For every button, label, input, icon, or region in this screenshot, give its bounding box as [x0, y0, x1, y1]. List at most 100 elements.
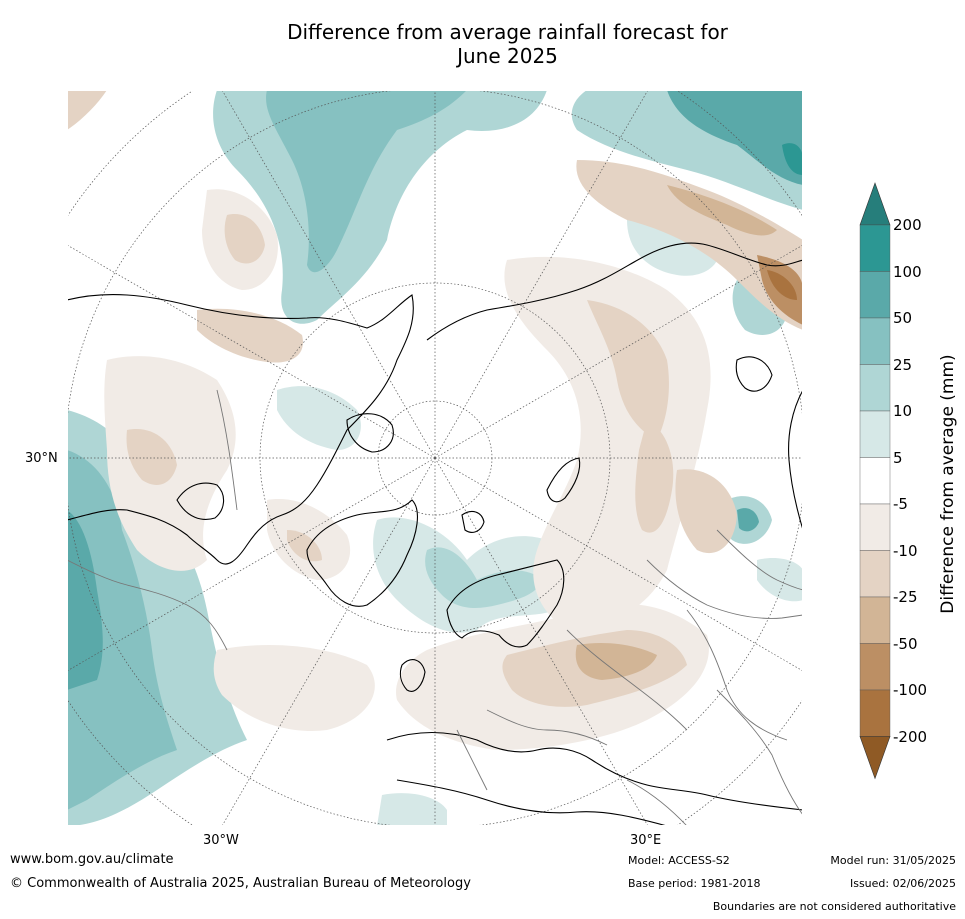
footer-copyright: © Commonwealth of Australia 2025, Austra… — [10, 876, 471, 891]
dry-region-canada-east-inner — [287, 530, 322, 562]
dry-region-ural — [635, 420, 674, 533]
colorbar-tick-label: -50 — [893, 634, 918, 653]
colorbar-tick-label: -200 — [893, 727, 928, 746]
lon-label-30w: 30°W — [203, 833, 239, 848]
colorbar-bands — [859, 182, 891, 780]
footer-disclaimer: Boundaries are not considered authoritat… — [712, 900, 956, 913]
coastline-kamchatka — [735, 356, 773, 392]
colorbar-tick-label: 5 — [893, 448, 903, 467]
meridian-60w — [67, 457, 436, 672]
chart-title: Difference from average rainfall forecas… — [0, 20, 965, 68]
boundary-us-canada — [67, 559, 228, 651]
colorbar-band — [859, 689, 891, 737]
meridian-30e — [434, 457, 649, 826]
coastline-uk — [399, 659, 426, 692]
meridian-120e — [434, 244, 803, 459]
coastline-svalbard — [461, 510, 485, 533]
boundary-russia-south — [646, 559, 803, 619]
dry-region-far-east-core — [767, 270, 797, 300]
dry-region-north-pacific-inner — [224, 214, 265, 264]
meridian-30w — [221, 457, 436, 826]
colorbar-tick-label: 50 — [893, 309, 913, 327]
colorbar-over-triangle — [859, 182, 891, 226]
coastline-greenland — [306, 499, 418, 607]
lat-label-30n: 30°N — [25, 451, 58, 466]
colorbar-tick-label: -100 — [893, 681, 928, 699]
dry-region-east-europe-south — [675, 469, 737, 554]
boundary-china-mongolia — [716, 529, 803, 591]
boundary-europe-central — [486, 709, 608, 746]
dry-region-atlantic — [213, 645, 375, 731]
boundary-middle-east — [626, 779, 688, 826]
meridian-150e — [434, 90, 649, 459]
colorbar-tick-label: 100 — [893, 262, 922, 281]
colorbar — [859, 182, 891, 780]
title-line-2: June 2025 — [457, 44, 558, 68]
meridian-150w — [221, 90, 436, 459]
boundary-russia-west — [566, 629, 688, 731]
country-boundaries — [67, 389, 803, 826]
title-line-1: Difference from average rainfall forecas… — [287, 20, 728, 44]
coastline-east-asia — [788, 389, 803, 531]
dry-region-eastern-siberia-inner — [667, 185, 777, 236]
wet-region-siberia-inner — [667, 90, 803, 185]
rainfall-map — [67, 90, 803, 826]
dry-region-europe-core — [575, 643, 657, 680]
coastline-hudson-bay — [176, 482, 225, 520]
footer-issued: Issued: 02/06/2025 — [849, 877, 956, 890]
colorbar-band — [859, 457, 891, 505]
wet-region-atlantic-south — [377, 793, 447, 826]
wet-region-arctic-strip — [277, 386, 361, 450]
map-frame — [67, 90, 803, 826]
coastline-siberia — [426, 242, 803, 341]
dry-region-alaska — [197, 308, 303, 363]
wet-region-siberia-core — [782, 143, 803, 175]
colorbar-band — [859, 550, 891, 598]
colorbar-band — [859, 224, 891, 272]
colorbar-tick-label: -10 — [893, 541, 918, 560]
colorbar-tick-label: 10 — [893, 402, 913, 420]
meridian-60e — [434, 457, 803, 672]
coastline-arctic-islands — [346, 413, 394, 453]
colorbar-tick-label: 25 — [893, 355, 913, 374]
lon-label-30e: 30°E — [630, 833, 662, 848]
footer-model-run: Model run: 31/05/2025 — [830, 854, 956, 867]
coastline-alaska-canada — [67, 294, 414, 565]
wet-region-east-europe — [757, 558, 803, 602]
meridian-120w — [67, 244, 436, 459]
dry-region-north-america-inner — [126, 429, 177, 485]
coastline-novaya-zemlya — [546, 457, 581, 503]
dry-region-top-left — [67, 90, 107, 130]
wet-region-scandinavia-inner — [425, 547, 542, 608]
dry-region-eastern-siberia — [576, 160, 803, 330]
coastline-scandinavia — [446, 559, 565, 648]
coastline-europe-south — [386, 731, 803, 811]
wet-region-northwest-pacific-inner — [67, 450, 177, 810]
coastline-mediterranean — [396, 779, 668, 826]
colorbar-band — [859, 364, 891, 412]
colorbar-band — [859, 271, 891, 319]
footer-base-period: Base period: 1981-2018 — [628, 877, 761, 890]
colorbar-band — [859, 410, 891, 458]
wet-region-central-asia-core — [737, 508, 759, 532]
graticule — [67, 90, 803, 826]
wet-region-north-pacific-inner — [266, 90, 467, 273]
boundary-kazakhstan — [686, 609, 788, 741]
colorbar-band — [859, 503, 891, 551]
rainfall-anomaly-fields — [67, 90, 803, 826]
colorbar-tick-label: -25 — [893, 588, 918, 606]
colorbar-title: Difference from average (mm) — [938, 354, 958, 614]
boundary-central-asia — [716, 689, 803, 816]
footer-website[interactable]: www.bom.gov.au/climate — [10, 852, 174, 867]
boundary-europe-west — [456, 729, 488, 791]
colorbar-band — [859, 317, 891, 365]
colorbar-tick-label: -5 — [893, 495, 908, 513]
dry-region-central-russia-inner — [587, 300, 669, 440]
footer-model: Model: ACCESS-S2 — [628, 854, 730, 867]
boundary-canada-internal — [216, 389, 238, 511]
colorbar-tick-label: 200 — [893, 216, 922, 234]
colorbar-band — [859, 596, 891, 644]
coastlines — [67, 242, 803, 826]
colorbar-under-triangle — [859, 736, 891, 780]
colorbar-band — [859, 643, 891, 691]
